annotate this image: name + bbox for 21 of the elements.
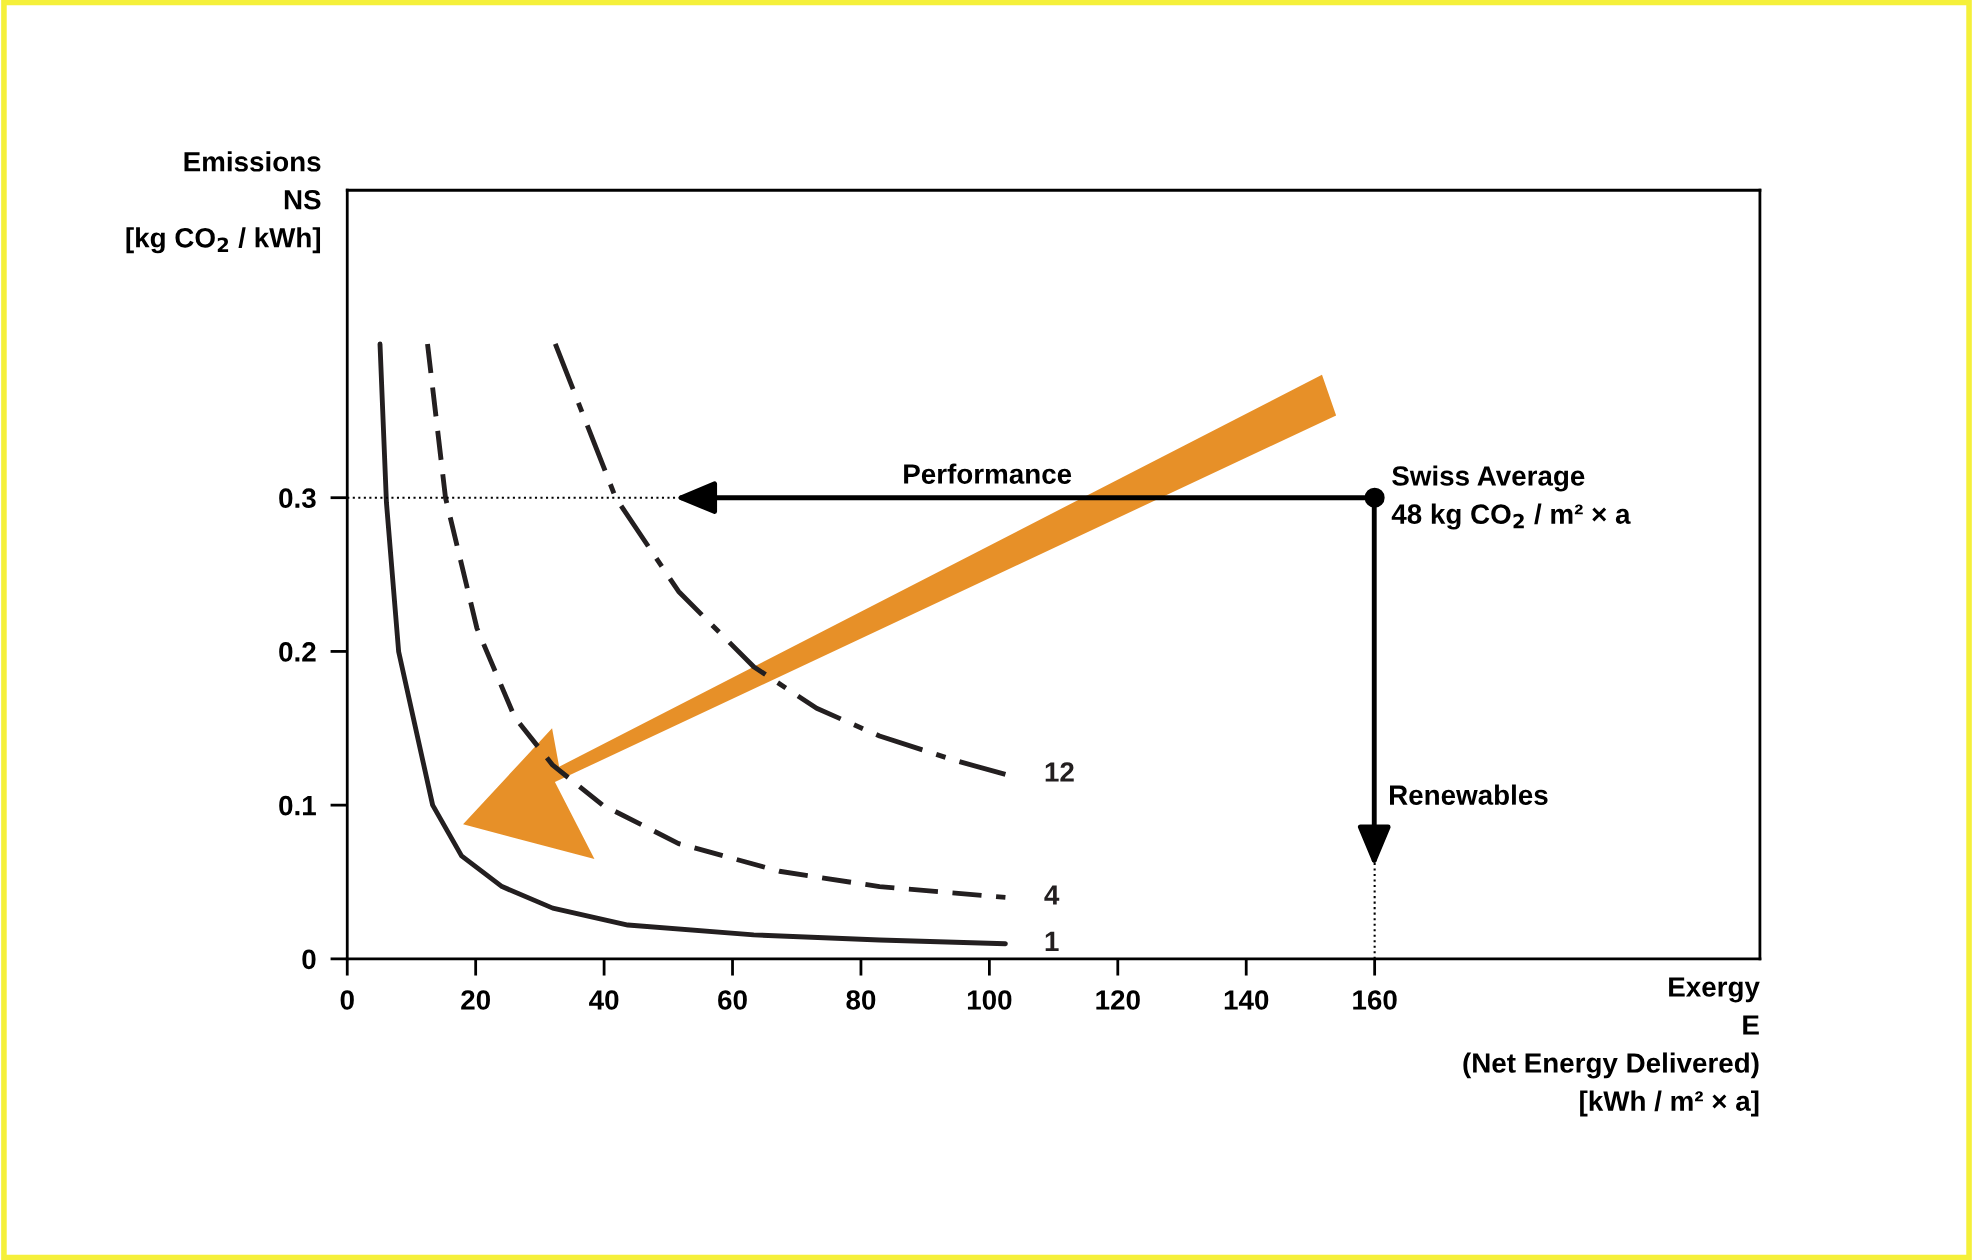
x-tick-label: 140 <box>1224 990 1269 1010</box>
annotation: Performance <box>904 463 1072 484</box>
x-tick-label: 20 <box>461 990 490 1010</box>
series-label: 1 <box>1045 931 1059 951</box>
annotation: Swiss Average 48 kg CO$_{2}$ / m² × a <box>1391 465 1631 530</box>
series-label: 12 <box>1045 762 1074 782</box>
x-tick-label: 160 <box>1353 990 1397 1010</box>
x-tick-label: 60 <box>718 990 747 1010</box>
series-label: 4 <box>1044 885 1060 905</box>
y-tick-label: 0.1 <box>279 795 316 816</box>
x-axis-title: Exergy E (Net Energy Delivered) [kWh / m² × a] <box>1463 977 1760 1117</box>
x-tick-label: 80 <box>846 990 876 1010</box>
x-tick-label: 120 <box>1096 990 1140 1010</box>
y-tick-label: 0.3 <box>279 488 316 509</box>
y-tick-label: 0 <box>302 949 316 970</box>
text: Emissions NS [kg CO$_{2}$ / kWh] <box>126 151 321 254</box>
x-tick-label: 40 <box>589 990 619 1010</box>
y-tick-label: 0.2 <box>279 642 316 662</box>
x-tick-label: 0 <box>340 990 354 1010</box>
annotation: Renewables <box>1390 784 1548 805</box>
x-tick-label: 100 <box>967 990 1012 1010</box>
